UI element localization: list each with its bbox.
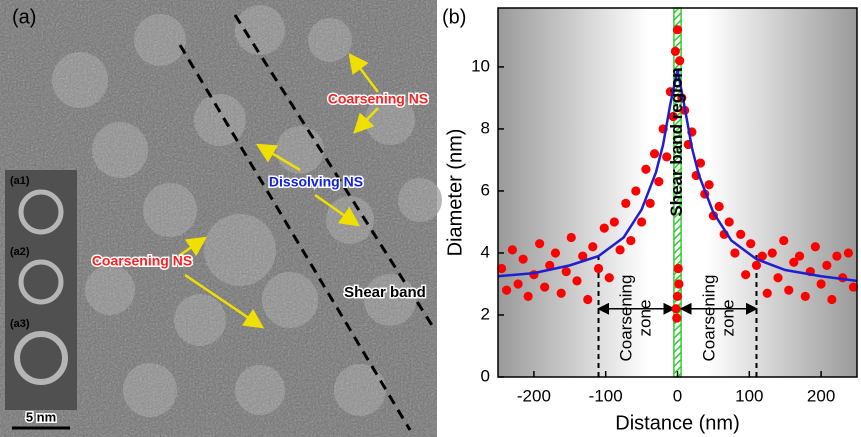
data-point bbox=[615, 245, 625, 255]
data-point bbox=[767, 248, 777, 258]
data-point bbox=[654, 177, 664, 187]
data-point bbox=[631, 186, 641, 196]
y-tick-label: 10 bbox=[471, 56, 490, 75]
data-point bbox=[800, 291, 810, 301]
data-point bbox=[779, 235, 789, 246]
data-point bbox=[746, 239, 756, 249]
data-point bbox=[496, 263, 507, 274]
inset-label: (a2) bbox=[10, 246, 30, 258]
data-point bbox=[822, 260, 832, 270]
panel-label: (b) bbox=[442, 6, 466, 28]
data-point bbox=[730, 248, 740, 258]
data-point bbox=[604, 273, 614, 283]
y-tick-label: 6 bbox=[481, 180, 490, 199]
annotation: Coarsening NS bbox=[92, 253, 192, 269]
data-point bbox=[513, 279, 523, 289]
data-point bbox=[593, 263, 604, 274]
data-point bbox=[674, 279, 684, 289]
data-point bbox=[789, 257, 799, 267]
y-tick-label: 2 bbox=[481, 304, 490, 323]
data-point bbox=[637, 217, 647, 227]
annotation: zone bbox=[718, 300, 737, 337]
data-point bbox=[578, 251, 588, 261]
data-point bbox=[670, 46, 680, 57]
data-point bbox=[724, 217, 734, 227]
data-point bbox=[695, 158, 706, 168]
data-point bbox=[672, 313, 682, 323]
data-point bbox=[668, 111, 678, 122]
data-point bbox=[741, 270, 751, 280]
annotation: zone bbox=[636, 300, 655, 337]
data-point bbox=[751, 260, 762, 270]
data-point bbox=[762, 288, 772, 298]
data-point bbox=[545, 260, 555, 270]
data-point bbox=[556, 288, 566, 298]
data-point bbox=[588, 242, 598, 252]
x-axis-title: Distance (nm) bbox=[615, 412, 739, 434]
data-point bbox=[714, 201, 724, 212]
data-point bbox=[843, 248, 853, 258]
data-point bbox=[621, 198, 631, 208]
data-point bbox=[649, 149, 660, 159]
x-tick-label: 100 bbox=[735, 386, 763, 405]
x-tick-label: 200 bbox=[807, 386, 835, 405]
data-point bbox=[540, 282, 550, 292]
data-point bbox=[609, 217, 619, 227]
data-point bbox=[566, 232, 576, 243]
inset-label: (a3) bbox=[10, 318, 30, 330]
y-tick-label: 4 bbox=[481, 242, 490, 261]
y-axis-title: Diameter (nm) bbox=[444, 129, 466, 257]
annotation: Coarsening bbox=[617, 275, 636, 362]
data-point bbox=[523, 291, 533, 301]
data-point bbox=[848, 282, 859, 292]
data-point bbox=[662, 152, 672, 162]
data-point bbox=[827, 294, 837, 305]
data-point bbox=[672, 25, 683, 35]
annotation: Shear band region bbox=[667, 67, 686, 216]
data-point bbox=[641, 164, 651, 174]
annotation: Coarsening NS bbox=[328, 91, 428, 107]
data-point bbox=[784, 285, 794, 295]
data-point bbox=[736, 229, 746, 239]
annotation: Coarsening bbox=[699, 275, 718, 362]
data-point bbox=[832, 251, 842, 261]
data-point bbox=[645, 198, 655, 208]
data-point bbox=[673, 263, 683, 274]
annotation: Dissolving NS bbox=[269, 174, 363, 190]
data-point bbox=[550, 248, 561, 258]
data-point bbox=[672, 291, 683, 301]
tem-image bbox=[0, 0, 442, 437]
data-point bbox=[675, 56, 685, 66]
y-tick-label: 8 bbox=[481, 118, 490, 137]
data-point bbox=[507, 245, 517, 255]
data-point bbox=[502, 285, 512, 295]
data-point bbox=[626, 235, 636, 246]
panel-label: (a) bbox=[12, 6, 36, 28]
inset-label: (a1) bbox=[10, 175, 30, 187]
data-point bbox=[518, 254, 528, 264]
annotation: Shear band bbox=[344, 284, 426, 301]
data-point bbox=[794, 251, 805, 261]
data-point bbox=[757, 251, 767, 261]
data-point bbox=[671, 304, 681, 314]
data-point bbox=[816, 279, 826, 289]
data-point bbox=[561, 266, 571, 277]
data-point bbox=[583, 294, 593, 305]
data-point bbox=[572, 276, 582, 286]
x-tick-label: 0 bbox=[673, 386, 682, 405]
data-point bbox=[599, 223, 609, 233]
data-point bbox=[773, 273, 783, 283]
data-point bbox=[535, 239, 545, 249]
fit-line bbox=[497, 69, 858, 283]
scale-bar-label: 5 nm bbox=[26, 409, 56, 424]
data-point bbox=[704, 180, 714, 190]
x-tick-label: -100 bbox=[589, 386, 623, 405]
y-tick-label: 0 bbox=[481, 366, 490, 385]
x-tick-label: -200 bbox=[517, 386, 551, 405]
data-point bbox=[810, 242, 820, 252]
